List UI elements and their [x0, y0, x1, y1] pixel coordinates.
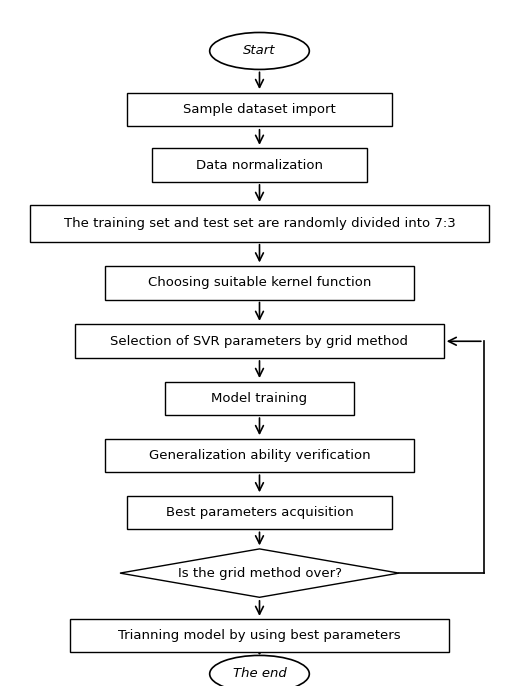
Text: Data normalization: Data normalization [196, 159, 323, 172]
FancyBboxPatch shape [70, 619, 449, 652]
Text: Is the grid method over?: Is the grid method over? [177, 566, 342, 580]
FancyBboxPatch shape [128, 92, 391, 126]
Text: The training set and test set are randomly divided into 7:3: The training set and test set are random… [64, 217, 455, 230]
Text: Sample dataset import: Sample dataset import [183, 103, 336, 116]
FancyBboxPatch shape [30, 205, 489, 242]
Text: Generalization ability verification: Generalization ability verification [148, 449, 371, 462]
Text: Trianning model by using best parameters: Trianning model by using best parameters [118, 629, 401, 642]
Text: Choosing suitable kernel function: Choosing suitable kernel function [148, 276, 371, 289]
Text: Best parameters acquisition: Best parameters acquisition [166, 506, 353, 519]
Ellipse shape [210, 32, 309, 69]
FancyBboxPatch shape [75, 325, 444, 358]
Text: Selection of SVR parameters by grid method: Selection of SVR parameters by grid meth… [111, 335, 408, 348]
FancyBboxPatch shape [165, 382, 354, 415]
FancyBboxPatch shape [105, 266, 414, 300]
Ellipse shape [210, 655, 309, 692]
Polygon shape [120, 549, 399, 597]
Text: Model training: Model training [211, 392, 308, 405]
Text: Start: Start [243, 45, 276, 57]
FancyBboxPatch shape [105, 439, 414, 472]
Text: The end: The end [233, 667, 286, 680]
FancyBboxPatch shape [128, 496, 391, 529]
FancyBboxPatch shape [153, 148, 366, 182]
